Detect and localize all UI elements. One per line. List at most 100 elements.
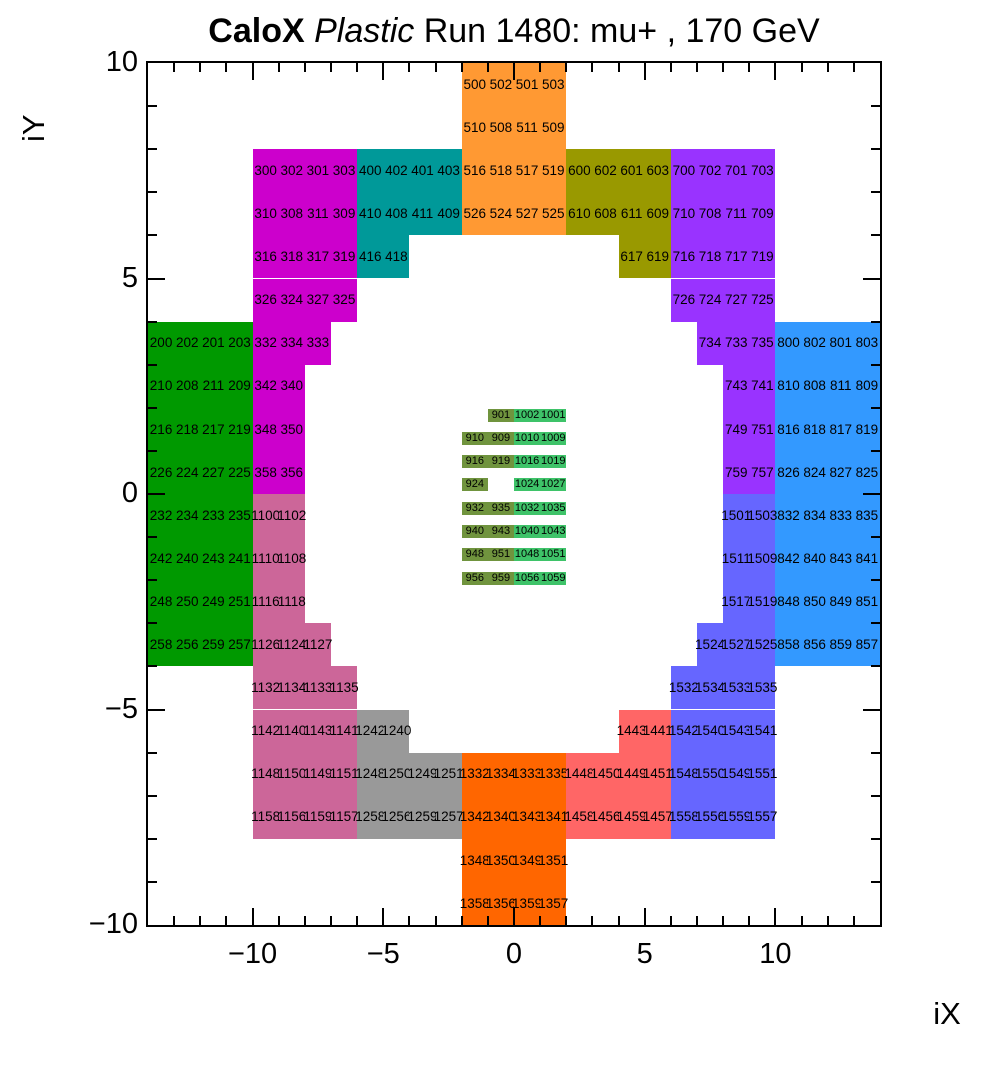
y-tick: [148, 449, 157, 452]
calo-cell: 1335: [538, 752, 568, 796]
calo-cell: 1333: [512, 752, 542, 796]
calo-cell: 324: [278, 278, 305, 322]
y-tick: [148, 579, 157, 582]
y-tick-label: −10: [88, 908, 138, 940]
calo-cell: 840: [801, 537, 828, 581]
calo-cell: 602: [592, 149, 619, 193]
calo-cell: 811: [827, 364, 854, 408]
calo-cell: 235: [226, 494, 253, 538]
calo-cell: 1027: [540, 478, 567, 492]
calo-cell: 1135: [330, 666, 359, 710]
calo-cell: 759: [723, 450, 750, 494]
calo-cell: 242: [148, 537, 175, 581]
x-tick: [434, 916, 437, 925]
calo-cell: 1532: [669, 666, 699, 710]
calo-cell: 751: [749, 407, 776, 451]
calo-cell: 1151: [330, 752, 359, 796]
calo-cell: 842: [775, 537, 802, 581]
calo-cell: 1126: [251, 623, 280, 667]
calo-cell: 410: [357, 192, 384, 236]
calo-cell: 749: [723, 407, 750, 451]
calo-cell: 1035: [540, 501, 567, 515]
x-tick: [696, 63, 698, 72]
x-tick: [565, 63, 568, 72]
x-tick: [748, 63, 751, 72]
x-tick-label: 10: [759, 938, 792, 970]
calo-cell: 209: [226, 364, 253, 408]
calo-cell: 700: [670, 149, 697, 193]
plot-frame: 200 202 201 203 210 208 211 209 216 218 217 219 226 2…: [146, 61, 882, 927]
calo-cell: 208: [174, 364, 201, 408]
calo-cell: 350: [278, 407, 305, 451]
x-tick-label: −5: [366, 938, 400, 970]
calo-cell: 719: [749, 235, 776, 279]
calo-cell: 1143: [303, 709, 332, 753]
calo-cell: 956: [461, 571, 488, 585]
calo-cell: 1450: [590, 752, 621, 796]
calo-cell: 932: [461, 501, 488, 515]
y-tick: [871, 837, 880, 840]
calo-cell: 810: [775, 364, 802, 408]
calo-cell: 1357: [538, 881, 568, 925]
calo-cell: 503: [540, 63, 567, 107]
calo-cell: 725: [749, 278, 776, 322]
calo-cell: 735: [749, 321, 776, 365]
calo-cell: 1142: [251, 709, 280, 753]
x-tick: [696, 916, 698, 925]
x-tick: [225, 916, 228, 925]
x-tick: [277, 63, 280, 72]
x-tick: [826, 916, 829, 925]
calo-cell: 317: [304, 235, 331, 279]
calo-cell: 1159: [303, 795, 332, 839]
calo-cell: 240: [174, 537, 201, 581]
x-tick: [748, 916, 751, 925]
calo-cell: 258: [148, 623, 175, 667]
y-tick: [871, 665, 880, 668]
calo-cell: 508: [487, 106, 514, 150]
calo-cell: 1351: [538, 838, 568, 882]
x-tick-label: 0: [505, 938, 523, 970]
calo-cell: 1548: [669, 752, 699, 796]
calo-cell: 716: [670, 235, 697, 279]
calo-cell: 809: [853, 364, 880, 408]
calo-cell: 1240: [381, 709, 411, 753]
calo-cell: 1124: [277, 623, 306, 667]
calo-cell: 333: [304, 321, 331, 365]
calo-cell: 935: [487, 501, 514, 515]
calo-cell: 826: [775, 450, 802, 494]
x-tick: [303, 63, 306, 72]
y-tick: [871, 234, 880, 237]
calo-cell: 849: [827, 580, 854, 624]
y-tick: [871, 105, 880, 108]
calo-cell: 318: [278, 235, 305, 279]
y-tick: [148, 406, 157, 409]
x-axis-title: iX: [933, 996, 961, 1031]
y-tick: [148, 105, 157, 108]
calo-cell: 1043: [540, 524, 567, 538]
x-tick: [277, 916, 280, 925]
calo-cell: 1242: [355, 709, 385, 753]
calo-cell: 310: [252, 192, 279, 236]
calo-cell: 1541: [747, 709, 777, 753]
calo-cell: 733: [723, 321, 750, 365]
calo-cell: 709: [749, 192, 776, 236]
calo-cell: 1341: [538, 795, 568, 839]
calo-cell: 708: [697, 192, 724, 236]
calo-cell: 924: [461, 478, 488, 492]
calo-cell: 1340: [486, 795, 516, 839]
calo-cell: 402: [383, 149, 410, 193]
calo-cell: 1259: [407, 795, 438, 839]
calo-cell: 416: [357, 235, 384, 279]
calo-cell: 703: [749, 149, 776, 193]
calo-cell: 1457: [643, 795, 673, 839]
y-tick: [871, 536, 880, 539]
calo-cell: 1549: [721, 752, 751, 796]
calo-cell: 757: [749, 450, 776, 494]
calo-cell: 848: [775, 580, 802, 624]
y-tick: [148, 708, 165, 711]
calo-cell: 859: [827, 623, 854, 667]
calo-cell: 701: [723, 149, 750, 193]
calo-cell: 1257: [434, 795, 464, 839]
calo-cell: 243: [200, 537, 227, 581]
title-material: Plastic: [314, 12, 415, 50]
